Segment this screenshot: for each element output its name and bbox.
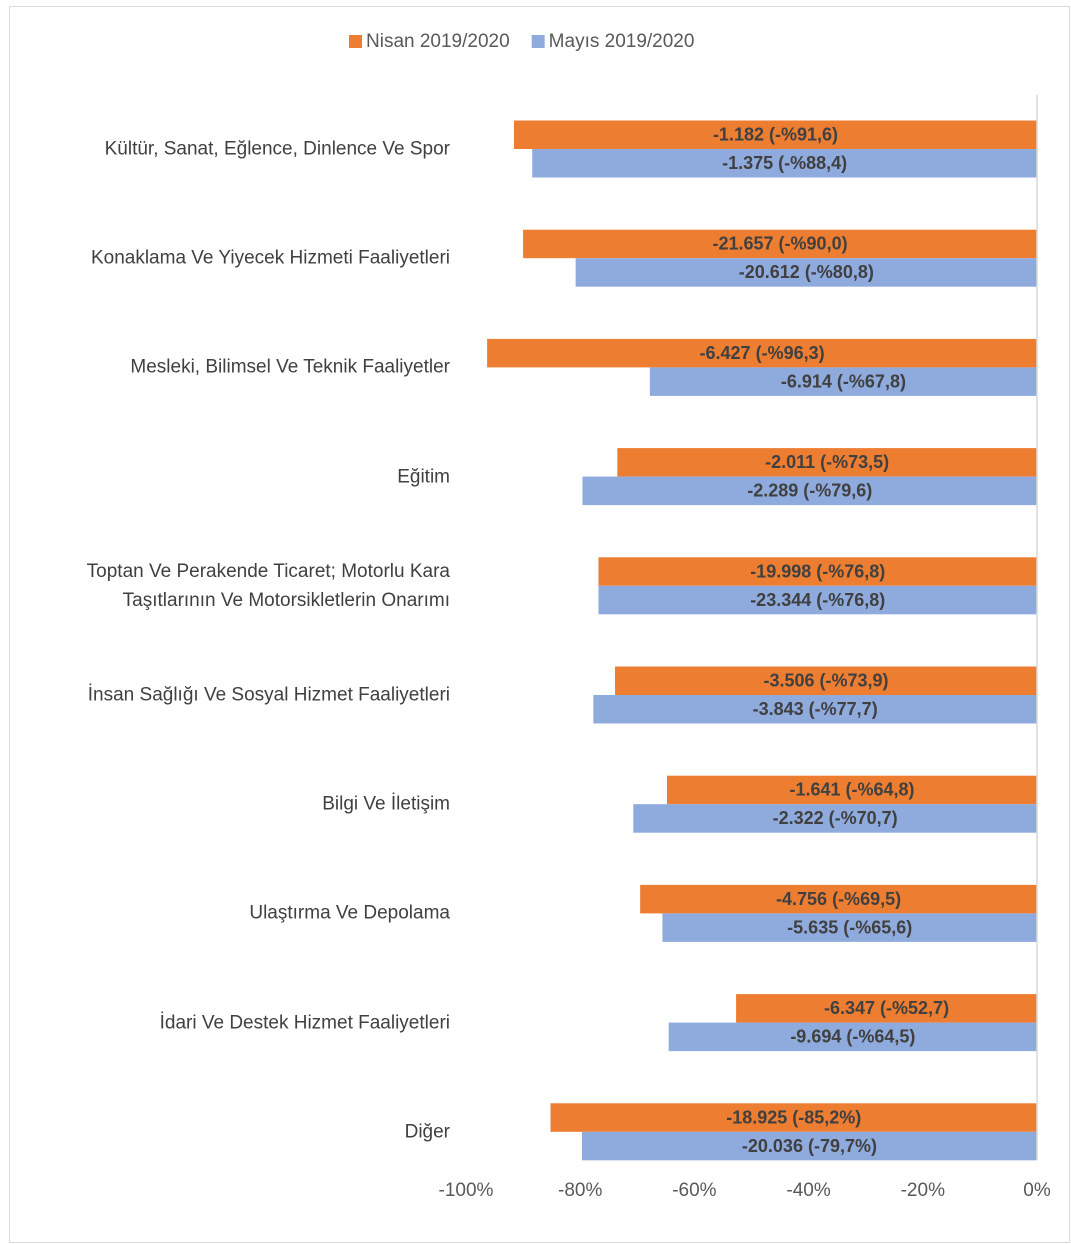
category-label: Eğitim — [397, 466, 450, 488]
bar — [513, 120, 1037, 149]
bar — [736, 994, 1037, 1023]
data-label: -1.641 (-%64,8) — [789, 780, 914, 800]
x-tick-label: 0% — [1023, 1180, 1051, 1201]
legend-swatch — [531, 35, 545, 48]
data-label: -1.375 (-%88,4) — [722, 153, 847, 173]
bar — [617, 448, 1037, 477]
bar — [649, 367, 1037, 396]
bar — [640, 884, 1037, 914]
data-label: -3.843 (-%77,7) — [753, 699, 878, 719]
data-label: -20.612 (-%80,8) — [739, 262, 874, 282]
category-label: Ulaştırma Ve Depolama — [249, 902, 450, 924]
data-label: -18.925 (-85,2%) — [726, 1107, 861, 1127]
data-label: -5.635 (-%65,6) — [787, 917, 912, 937]
data-label: -4.756 (-%69,5) — [776, 889, 901, 909]
bar — [593, 695, 1037, 724]
chart-frame — [9, 6, 1070, 1243]
bar — [668, 1022, 1037, 1052]
data-label: -6.347 (-%52,7) — [824, 998, 949, 1018]
bar — [575, 258, 1037, 287]
bar — [582, 476, 1037, 506]
bar — [666, 775, 1037, 805]
bar — [633, 804, 1037, 833]
bar — [598, 557, 1037, 586]
bar — [487, 338, 1037, 368]
bar — [532, 149, 1037, 178]
category-label: Konaklama Ve Yiyecek Hizmeti Faaliyetler… — [90, 247, 450, 269]
bar — [550, 1103, 1037, 1132]
data-label: -21.657 (-%90,0) — [713, 234, 848, 254]
data-label: -23.344 (-%76,8) — [750, 590, 885, 610]
data-label: -3.506 (-%73,9) — [763, 671, 888, 691]
x-tick-label: -40% — [786, 1180, 830, 1201]
data-label: -9.694 (-%64,5) — [790, 1027, 915, 1047]
bar — [615, 666, 1037, 695]
data-label: -20.036 (-79,7%) — [742, 1136, 877, 1156]
data-label: -2.289 (-%79,6) — [747, 481, 872, 501]
category-label: Bilgi Ve İletişim — [322, 793, 450, 815]
data-label: -2.011 (-%73,5) — [765, 452, 889, 472]
bar — [581, 1131, 1037, 1161]
category-label: Mesleki, Bilimsel Ve Teknik Faaliyetler — [130, 356, 450, 378]
legend-label: Mayıs 2019/2020 — [549, 31, 695, 52]
x-tick-label: -100% — [439, 1180, 494, 1201]
x-tick-label: -80% — [558, 1180, 602, 1201]
data-label: -19.998 (-%76,8) — [750, 561, 885, 581]
data-label: -6.914 (-%67,8) — [781, 371, 906, 391]
legend-label: Nisan 2019/2020 — [366, 31, 510, 52]
category-label: Toptan Ve Perakende Ticaret; Motorlu Kar… — [86, 560, 450, 611]
bar — [598, 585, 1037, 615]
category-label: İdari Ve Destek Hizmet Faaliyetleri — [159, 1012, 450, 1034]
x-tick-label: -60% — [672, 1180, 716, 1201]
data-label: -2.322 (-%70,7) — [773, 808, 898, 828]
data-label: -6.427 (-%96,3) — [700, 343, 825, 363]
data-label: -1.182 (-%91,6) — [713, 125, 838, 145]
legend-swatch — [349, 35, 362, 48]
bar — [523, 229, 1037, 259]
category-label: İnsan Sağlığı Ve Sosyal Hizmet Faaliyetl… — [87, 684, 450, 706]
x-tick-label: -20% — [901, 1180, 945, 1201]
category-label: Diğer — [404, 1121, 450, 1143]
category-label: Kültür, Sanat, Eğlence, Dinlence Ve Spor — [104, 138, 450, 160]
bar — [662, 913, 1037, 942]
